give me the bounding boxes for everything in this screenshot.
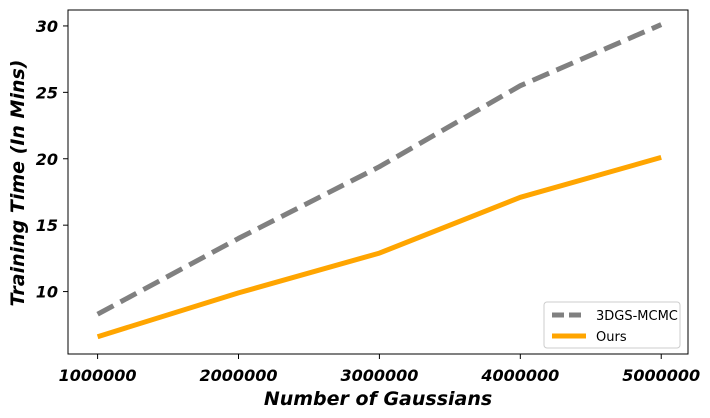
x-tick-label: 2000000 <box>200 366 278 385</box>
x-axis: 1000000 2000000 3000000 4000000 5000000 <box>59 354 700 385</box>
series-layer <box>96 22 663 340</box>
y-axis: 10 15 20 25 30 <box>36 17 68 302</box>
y-tick-label: 15 <box>36 216 58 235</box>
x-tick-label: 4000000 <box>480 366 559 385</box>
x-tick-label: 5000000 <box>622 366 700 385</box>
x-tick-label: 1000000 <box>59 366 137 385</box>
y-tick-label: 30 <box>36 17 58 36</box>
y-axis-label: Training Time (In Mins) <box>7 60 29 307</box>
x-axis-label: Number of Gaussians <box>264 388 492 410</box>
plot-frame <box>67 9 689 355</box>
y-tick-label: 10 <box>36 283 58 302</box>
legend-label-1: 3DGS-MCMC <box>596 309 678 324</box>
y-tick-label: 20 <box>36 150 58 169</box>
legend: 3DGS-MCMC Ours <box>543 301 681 349</box>
y-tick-label: 25 <box>36 83 58 102</box>
x-tick-label: 3000000 <box>340 366 418 385</box>
legend-label-2: Ours <box>596 330 627 345</box>
series-line-2 <box>96 154 662 340</box>
series-line-1 <box>96 22 663 317</box>
